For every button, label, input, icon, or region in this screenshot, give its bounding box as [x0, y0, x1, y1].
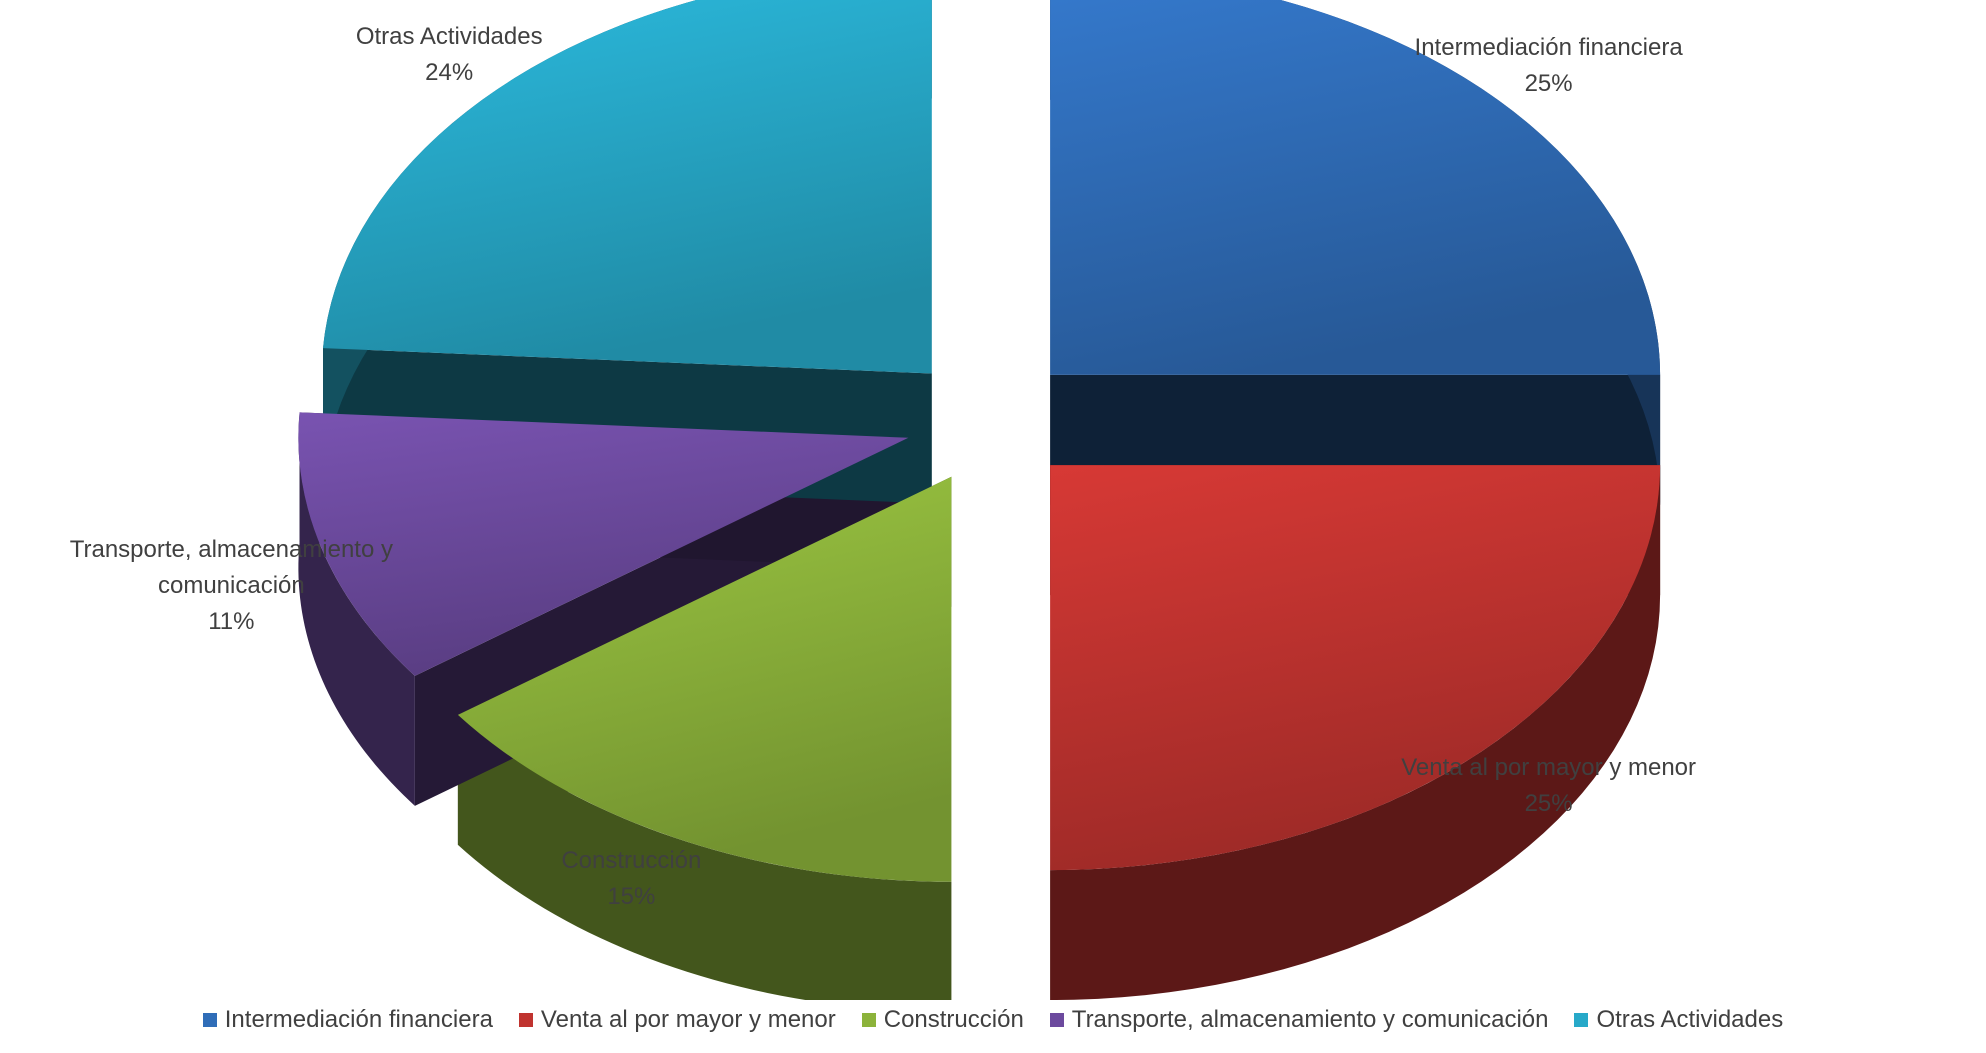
legend-label: Intermediación financiera	[224, 1006, 493, 1033]
legend-swatch	[861, 1013, 876, 1027]
slice-label-transporte: Transporte, almacenamiento y comunicació…	[69, 535, 393, 635]
legend-label: Venta al por mayor y menor	[540, 1006, 836, 1033]
slice-otras	[323, 0, 932, 374]
slice-label-otras: Otras Actividades 24%	[355, 23, 543, 87]
legend-swatch	[1049, 1013, 1064, 1027]
slice-label-venta: Venta al por mayor y menor 25%	[1401, 753, 1697, 817]
slice-intermediacion	[1050, 0, 1661, 375]
slice-outer-wall-transporte	[298, 412, 415, 806]
legend-label: Otras Actividades	[1596, 1006, 1784, 1033]
slice-outer-wall-venta	[1050, 465, 1661, 1000]
slice-transporte	[298, 412, 909, 676]
slice-outer-wall-construccion	[457, 714, 952, 1000]
slice-label-construccion: Construcción 15%	[561, 847, 702, 911]
legend-label: Construcción	[883, 1006, 1024, 1033]
legend: Intermediación financiera Venta al por m…	[0, 1006, 1986, 1034]
slice-venta	[1050, 465, 1661, 871]
legend-item-construccion: Construcción	[861, 1006, 1024, 1034]
legend-swatch	[1574, 1013, 1589, 1027]
slice-construccion	[457, 476, 952, 882]
legend-item-intermediacion: Intermediación financiera	[202, 1006, 493, 1034]
legend-item-venta: Venta al por mayor y menor	[518, 1006, 836, 1034]
legend-item-transporte: Transporte, almacenamiento y comunicació…	[1049, 1006, 1549, 1034]
legend-swatch	[518, 1013, 533, 1027]
legend-swatch	[202, 1013, 217, 1027]
legend-label: Transporte, almacenamiento y comunicació…	[1071, 1006, 1549, 1033]
slice-label-intermediacion: Intermediación financiera 25%	[1414, 34, 1683, 98]
pie-chart-canvas	[298, 0, 1661, 1000]
legend-item-otras: Otras Actividades	[1574, 1006, 1783, 1034]
